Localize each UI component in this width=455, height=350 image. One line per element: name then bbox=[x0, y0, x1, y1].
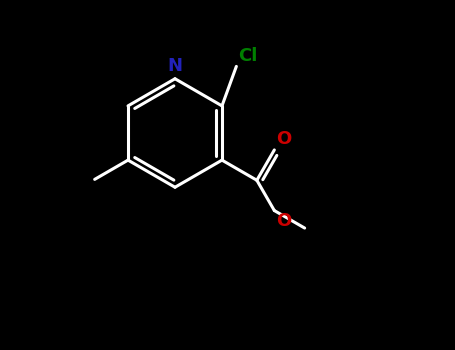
Text: Cl: Cl bbox=[238, 47, 258, 65]
Text: O: O bbox=[276, 212, 291, 230]
Text: O: O bbox=[276, 130, 291, 148]
Text: N: N bbox=[167, 57, 182, 75]
